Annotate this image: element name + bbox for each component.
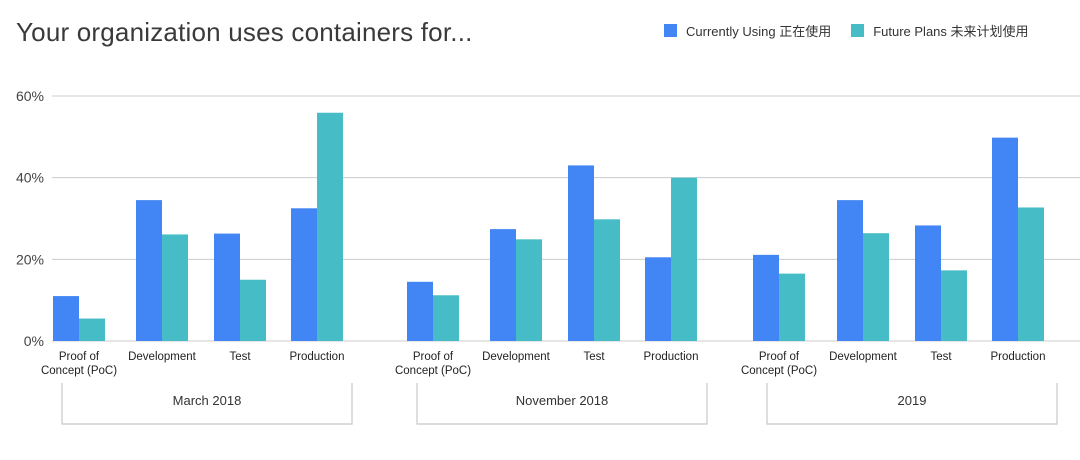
bar-future-plans <box>516 239 542 341</box>
bar-future-plans <box>594 219 620 341</box>
group-label: March 2018 <box>173 393 242 408</box>
bar-future-plans <box>162 234 188 341</box>
bar-currently-using <box>992 137 1018 341</box>
bar-currently-using <box>753 254 779 341</box>
bar-future-plans <box>863 233 889 341</box>
chart-title: Your organization uses containers for... <box>16 17 473 47</box>
bar-currently-using <box>291 208 317 341</box>
x-tick-label: Concept (PoC) <box>395 365 471 377</box>
y-tick-label: 40% <box>16 170 44 186</box>
bar-future-plans <box>240 279 266 341</box>
bar-currently-using <box>645 257 671 341</box>
legend-item-future-plans: Future Plans 未来计划使用 <box>851 21 1029 40</box>
bar-currently-using <box>837 200 863 341</box>
group-label: 2019 <box>898 393 927 408</box>
group-bracket <box>766 383 1058 425</box>
legend-swatch-currently-using <box>664 24 677 37</box>
y-tick-label: 60% <box>16 88 44 104</box>
legend-label-future-plans: Future Plans 未来计划使用 <box>873 24 1029 39</box>
x-tick-label: Proof of <box>759 351 800 363</box>
x-tick-label: Production <box>290 351 345 363</box>
bar-currently-using <box>407 281 433 341</box>
bar-future-plans <box>941 270 967 341</box>
y-tick-label: 0% <box>24 333 44 349</box>
bar-future-plans <box>779 273 805 341</box>
chart-legend: Currently Using 正在使用 Future Plans 未来计划使用 <box>664 21 1049 40</box>
y-tick-label: 20% <box>16 251 44 267</box>
bar-future-plans <box>671 177 697 341</box>
bar-future-plans <box>1018 207 1044 341</box>
legend-label-currently-using: Currently Using 正在使用 <box>686 24 832 39</box>
x-tick-label: Production <box>644 351 699 363</box>
x-tick-label: Test <box>229 351 251 363</box>
bar-currently-using <box>915 225 941 341</box>
x-tick-label: Proof of <box>413 351 454 363</box>
bar-currently-using <box>53 296 79 341</box>
bar-future-plans <box>433 295 459 341</box>
bar-future-plans <box>79 318 105 341</box>
bar-currently-using <box>136 200 162 341</box>
x-tick-label: Concept (PoC) <box>741 365 817 377</box>
bar-currently-using <box>490 229 516 341</box>
bar-future-plans <box>317 112 343 341</box>
group-bracket <box>416 383 708 425</box>
bar-currently-using <box>568 165 594 341</box>
x-tick-label: Test <box>583 351 605 363</box>
bar-currently-using <box>214 233 240 341</box>
legend-swatch-future-plans <box>851 24 865 37</box>
x-tick-label: Development <box>829 351 898 363</box>
x-tick-label: Proof of <box>59 351 100 363</box>
legend-item-currently-using: Currently Using 正在使用 <box>664 21 831 40</box>
x-tick-label: Test <box>930 351 952 363</box>
group-bracket <box>61 383 353 425</box>
x-tick-label: Development <box>128 351 197 363</box>
x-tick-label: Production <box>991 351 1046 363</box>
group-label: November 2018 <box>516 393 609 408</box>
x-tick-label: Development <box>482 351 551 363</box>
x-tick-label: Concept (PoC) <box>41 365 117 377</box>
